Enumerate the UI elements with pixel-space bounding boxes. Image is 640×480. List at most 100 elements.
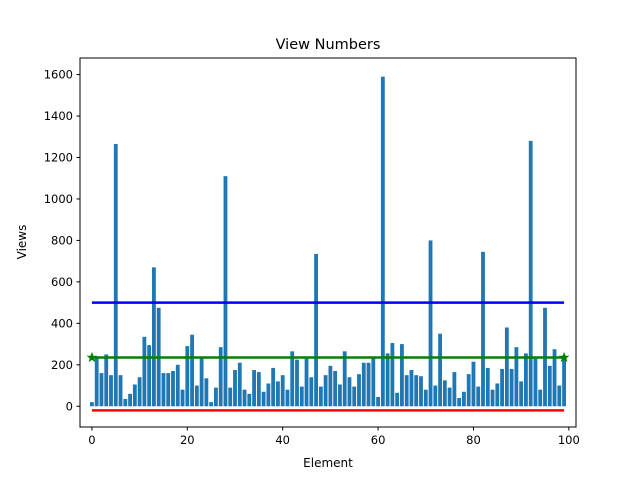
y-tick-label: 1600 bbox=[44, 68, 73, 82]
bar-50 bbox=[328, 365, 333, 407]
bar-92 bbox=[528, 140, 533, 407]
bar-15 bbox=[161, 373, 166, 407]
bar-11 bbox=[142, 336, 147, 407]
y-tick-label: 1400 bbox=[44, 109, 73, 123]
bar-18 bbox=[175, 364, 180, 407]
bar-36 bbox=[261, 391, 266, 407]
bar-46 bbox=[309, 377, 314, 407]
bar-83 bbox=[485, 367, 490, 407]
bar-77 bbox=[457, 397, 462, 407]
bar-51 bbox=[333, 371, 338, 407]
bar-40 bbox=[280, 375, 285, 407]
bar-5 bbox=[113, 144, 118, 407]
x-tick-label: 60 bbox=[371, 433, 386, 447]
bar-84 bbox=[490, 389, 495, 407]
bar-21 bbox=[190, 334, 194, 407]
bar-82 bbox=[481, 251, 485, 407]
bar-10 bbox=[137, 377, 142, 407]
bar-68 bbox=[414, 375, 419, 407]
green-line-star-marker-start bbox=[86, 351, 98, 363]
bar-35 bbox=[256, 372, 261, 407]
bar-59 bbox=[371, 356, 376, 407]
bar-63 bbox=[390, 343, 395, 407]
bar-69 bbox=[419, 376, 423, 407]
bar-52 bbox=[338, 384, 342, 407]
bar-9 bbox=[132, 384, 137, 407]
bar-16 bbox=[166, 373, 171, 407]
bar-44 bbox=[299, 386, 304, 407]
bar-89 bbox=[514, 347, 519, 407]
bar-8 bbox=[128, 393, 132, 407]
y-tick-label: 400 bbox=[51, 316, 73, 330]
bar-87 bbox=[504, 327, 509, 407]
y-tick-label: 200 bbox=[51, 358, 73, 372]
bar-94 bbox=[538, 389, 543, 407]
bar-20 bbox=[185, 346, 190, 407]
bar-72 bbox=[433, 385, 438, 407]
bar-57 bbox=[361, 362, 366, 407]
bar-6 bbox=[118, 375, 123, 407]
bar-97 bbox=[552, 349, 557, 407]
bar-96 bbox=[547, 365, 552, 407]
bar-26 bbox=[214, 387, 218, 407]
bar-32 bbox=[242, 389, 247, 407]
reference-lines-layer bbox=[86, 301, 570, 412]
y-tick-label: 800 bbox=[51, 233, 73, 247]
x-axis-ticks: 0 20 40 60 80 100 bbox=[88, 427, 580, 447]
bar-27 bbox=[218, 347, 223, 407]
bar-39 bbox=[276, 381, 280, 407]
bar-12 bbox=[147, 345, 152, 407]
bar-19 bbox=[180, 389, 185, 407]
bar-88 bbox=[509, 368, 514, 407]
bar-60 bbox=[376, 396, 380, 407]
bar-31 bbox=[237, 362, 242, 407]
bar-13 bbox=[152, 267, 156, 407]
y-tick-label: 1000 bbox=[44, 192, 73, 206]
bar-85 bbox=[495, 383, 500, 407]
bar-73 bbox=[438, 333, 442, 407]
bar-28 bbox=[223, 176, 228, 407]
bar-47 bbox=[314, 253, 318, 407]
bar-58 bbox=[366, 362, 371, 407]
bar-49 bbox=[323, 375, 328, 407]
y-axis-ticks: 0 200 400 600 800 1000 1200 1400 1600 bbox=[44, 68, 80, 413]
bar-62 bbox=[385, 353, 390, 407]
bar-23 bbox=[199, 356, 204, 407]
bar-65 bbox=[400, 344, 404, 407]
bar-74 bbox=[442, 380, 447, 407]
bar-42 bbox=[290, 351, 295, 407]
bar-22 bbox=[194, 385, 199, 407]
bar-66 bbox=[404, 375, 409, 407]
x-tick-label: 0 bbox=[88, 433, 95, 447]
bar-7 bbox=[123, 399, 128, 407]
bar-2 bbox=[99, 373, 104, 407]
bar-55 bbox=[352, 386, 357, 407]
bar-76 bbox=[452, 372, 457, 407]
y-tick-label: 0 bbox=[66, 399, 73, 413]
y-tick-label: 600 bbox=[51, 275, 73, 289]
bar-86 bbox=[500, 368, 504, 407]
chart-title: View Numbers bbox=[276, 37, 381, 53]
x-tick-label: 80 bbox=[466, 433, 481, 447]
bar-80 bbox=[471, 361, 476, 407]
bar-33 bbox=[247, 393, 252, 407]
bar-67 bbox=[409, 369, 414, 407]
bar-38 bbox=[271, 367, 276, 407]
bar-17 bbox=[171, 371, 175, 407]
bar-99 bbox=[562, 356, 566, 407]
bar-30 bbox=[233, 369, 237, 407]
y-tick-label: 1200 bbox=[44, 151, 73, 165]
bar-81 bbox=[476, 386, 481, 407]
bar-54 bbox=[347, 377, 352, 407]
bar-34 bbox=[252, 369, 256, 407]
bar-78 bbox=[462, 391, 466, 407]
bar-75 bbox=[447, 387, 452, 407]
bar-0 bbox=[90, 402, 94, 407]
bar-79 bbox=[466, 374, 471, 407]
bar-41 bbox=[285, 389, 290, 407]
bar-25 bbox=[209, 402, 214, 407]
bar-93 bbox=[533, 358, 538, 407]
